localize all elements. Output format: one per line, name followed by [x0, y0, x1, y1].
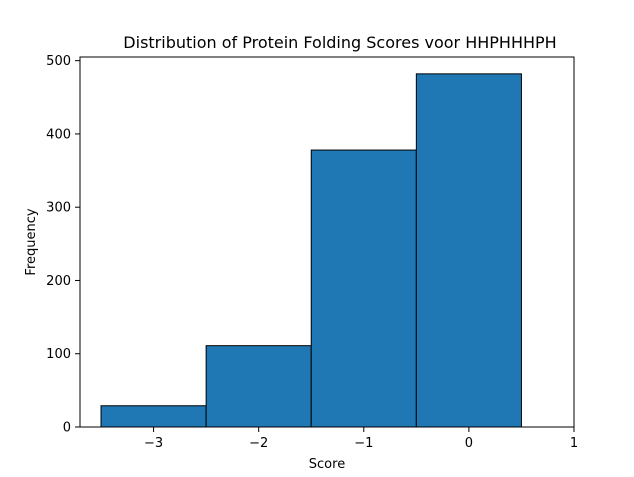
x-tick-label: −1 [354, 436, 373, 451]
y-tick-label: 400 [46, 127, 71, 142]
x-axis-label: Score [309, 457, 345, 472]
x-axis-ticks: −3 −2 −1 0 1 [144, 427, 578, 451]
y-tick-label: 300 [46, 201, 71, 216]
y-tick-label: 200 [46, 274, 71, 289]
histogram-bar-1 [205, 345, 312, 428]
x-tick-label: 0 [465, 436, 473, 451]
plot-area-frame [79, 56, 575, 428]
y-tick-label: 0 [63, 421, 71, 436]
x-tick-label: −3 [144, 436, 163, 451]
y-tick-label: 500 [46, 54, 71, 69]
x-tick-label: 1 [570, 436, 578, 451]
y-axis-ticks: 0 100 200 300 400 500 [46, 54, 80, 436]
y-tick-label: 100 [46, 347, 71, 362]
y-axis-label: Frequency [24, 208, 39, 275]
histogram-bar-3 [415, 73, 522, 428]
x-tick-label: −2 [249, 436, 268, 451]
histogram-bar-2 [310, 149, 417, 428]
chart-title: Distribution of Protein Folding Scores v… [123, 33, 556, 52]
bars-group [100, 73, 522, 428]
histogram-bar-0 [100, 405, 207, 428]
